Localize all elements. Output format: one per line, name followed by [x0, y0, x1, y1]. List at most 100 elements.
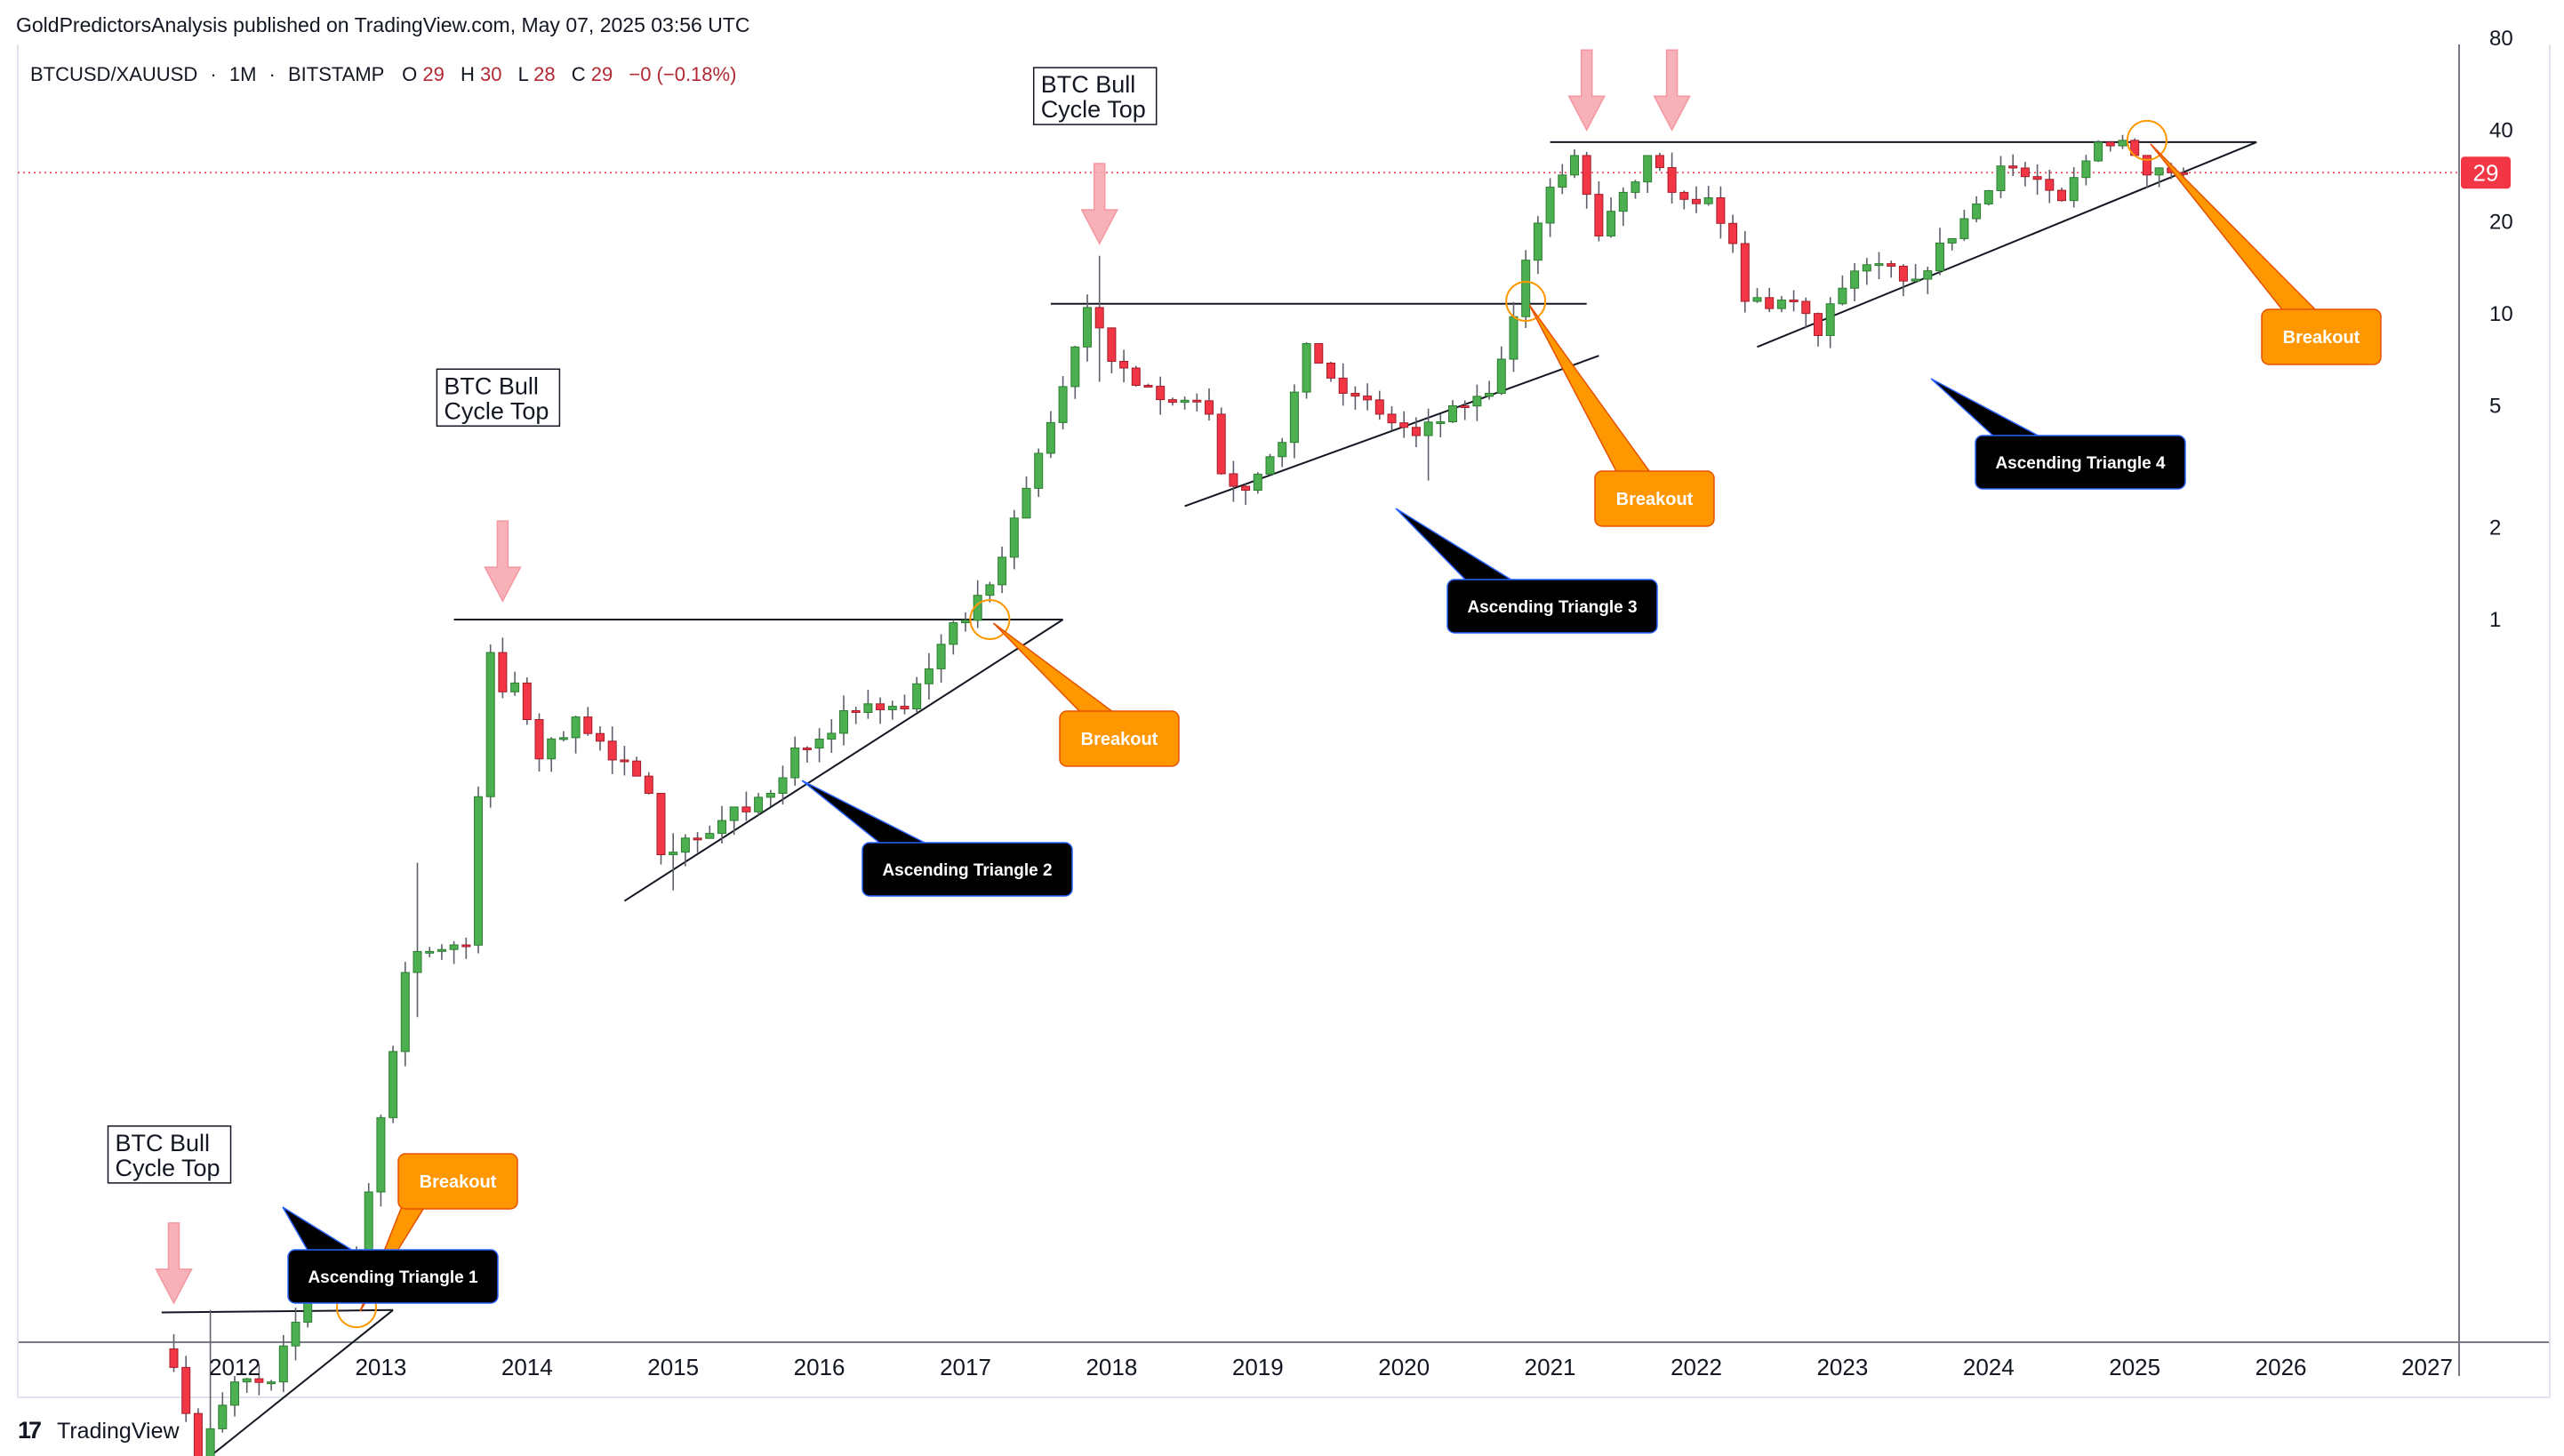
candle[interactable]: [814, 728, 824, 763]
breakout-callout[interactable]: Breakout: [1528, 304, 1715, 527]
breakout-callout[interactable]: Breakout: [359, 1153, 518, 1312]
candle[interactable]: [1801, 297, 1811, 328]
candle[interactable]: [2154, 167, 2164, 188]
candle[interactable]: [1521, 250, 1531, 328]
candle[interactable]: [912, 676, 922, 713]
candle[interactable]: [278, 1334, 288, 1393]
candle[interactable]: [1265, 453, 1275, 476]
candle[interactable]: [1070, 345, 1080, 399]
candle[interactable]: [1887, 260, 1896, 278]
candle[interactable]: [2105, 140, 2115, 152]
candle[interactable]: [2094, 140, 2103, 163]
candle[interactable]: [876, 697, 885, 724]
candle[interactable]: [1716, 186, 1726, 239]
candle[interactable]: [802, 746, 812, 764]
candle[interactable]: [474, 786, 483, 954]
candle[interactable]: [936, 634, 946, 684]
candle[interactable]: [1679, 190, 1689, 210]
candle[interactable]: [1789, 290, 1799, 312]
candle[interactable]: [1253, 472, 1262, 494]
candle[interactable]: [1107, 327, 1117, 374]
candle[interactable]: [461, 937, 471, 959]
candle[interactable]: [1765, 287, 1775, 313]
candle[interactable]: [558, 731, 568, 742]
candle[interactable]: [2032, 164, 2042, 195]
candle[interactable]: [1996, 156, 2006, 198]
candle[interactable]: [1472, 384, 1482, 421]
candle[interactable]: [1496, 346, 1506, 396]
candle[interactable]: [1607, 196, 1616, 238]
candle[interactable]: [2057, 188, 2066, 202]
candle[interactable]: [230, 1375, 239, 1417]
candle[interactable]: [1131, 365, 1141, 387]
candle[interactable]: [1594, 180, 1604, 242]
candle[interactable]: [181, 1356, 191, 1422]
candle[interactable]: [1094, 255, 1104, 382]
candle[interactable]: [254, 1364, 264, 1396]
candle[interactable]: [680, 834, 690, 867]
candle[interactable]: [169, 1333, 179, 1372]
candle[interactable]: [1703, 186, 1713, 206]
candle[interactable]: [607, 726, 617, 774]
candle[interactable]: [998, 546, 1007, 594]
candle[interactable]: [1850, 262, 1860, 301]
breakout-callout[interactable]: Breakout: [992, 622, 1180, 767]
candle[interactable]: [1229, 460, 1238, 502]
candle[interactable]: [193, 1408, 203, 1456]
candle[interactable]: [218, 1392, 228, 1433]
candle[interactable]: [1399, 411, 1409, 438]
candle[interactable]: [741, 791, 751, 821]
triangle-callout[interactable]: Ascending Triangle 4: [1930, 378, 2186, 490]
candle[interactable]: [2069, 167, 2079, 208]
candle[interactable]: [1874, 252, 1884, 280]
candle[interactable]: [2142, 155, 2151, 188]
candle[interactable]: [389, 1045, 398, 1124]
candle[interactable]: [1241, 484, 1251, 506]
candle[interactable]: [1278, 437, 1287, 468]
candle[interactable]: [1655, 152, 1664, 172]
candle[interactable]: [583, 707, 593, 736]
candle[interactable]: [1911, 263, 1920, 283]
candle[interactable]: [644, 772, 653, 795]
candle[interactable]: [1338, 363, 1348, 406]
candle[interactable]: [900, 694, 909, 715]
candle[interactable]: [1411, 417, 1421, 448]
candle[interactable]: [522, 677, 532, 725]
candle[interactable]: [1618, 187, 1628, 227]
candle[interactable]: [1180, 396, 1190, 410]
candle[interactable]: [1374, 390, 1384, 420]
candle[interactable]: [863, 689, 873, 719]
candle[interactable]: [400, 962, 410, 1067]
candle[interactable]: [1558, 164, 1567, 195]
candle[interactable]: [413, 862, 422, 1018]
legend-symbol[interactable]: BTCUSD/XAUUSD: [30, 63, 197, 85]
candle[interactable]: [534, 713, 544, 772]
candle[interactable]: [205, 1309, 215, 1456]
candle[interactable]: [1776, 296, 1786, 313]
candle[interactable]: [656, 792, 666, 865]
candle[interactable]: [1582, 151, 1591, 209]
candle[interactable]: [2118, 134, 2127, 149]
candle[interactable]: [1436, 413, 1446, 437]
candle[interactable]: [425, 947, 435, 957]
candle[interactable]: [705, 825, 715, 839]
candle[interactable]: [1216, 407, 1226, 476]
candle[interactable]: [1205, 388, 1214, 421]
candle[interactable]: [1728, 214, 1738, 253]
candle[interactable]: [1387, 406, 1397, 431]
candle[interactable]: [717, 805, 726, 844]
candle[interactable]: [1485, 380, 1494, 400]
candle[interactable]: [1825, 297, 1835, 348]
candle[interactable]: [1022, 476, 1031, 519]
candle[interactable]: [693, 832, 702, 853]
candle[interactable]: [765, 789, 775, 807]
candle[interactable]: [498, 637, 508, 699]
breakout-callout[interactable]: Breakout: [2150, 143, 2382, 365]
candle[interactable]: [1058, 376, 1068, 430]
time-axis[interactable]: 2012 2013 2014 2015 2016 2017 2018 2019 2020 2021…: [209, 1354, 2453, 1380]
candle[interactable]: [790, 736, 800, 786]
candle[interactable]: [949, 620, 958, 655]
tradingview-logo[interactable]: 17 TradingView: [18, 1417, 180, 1444]
